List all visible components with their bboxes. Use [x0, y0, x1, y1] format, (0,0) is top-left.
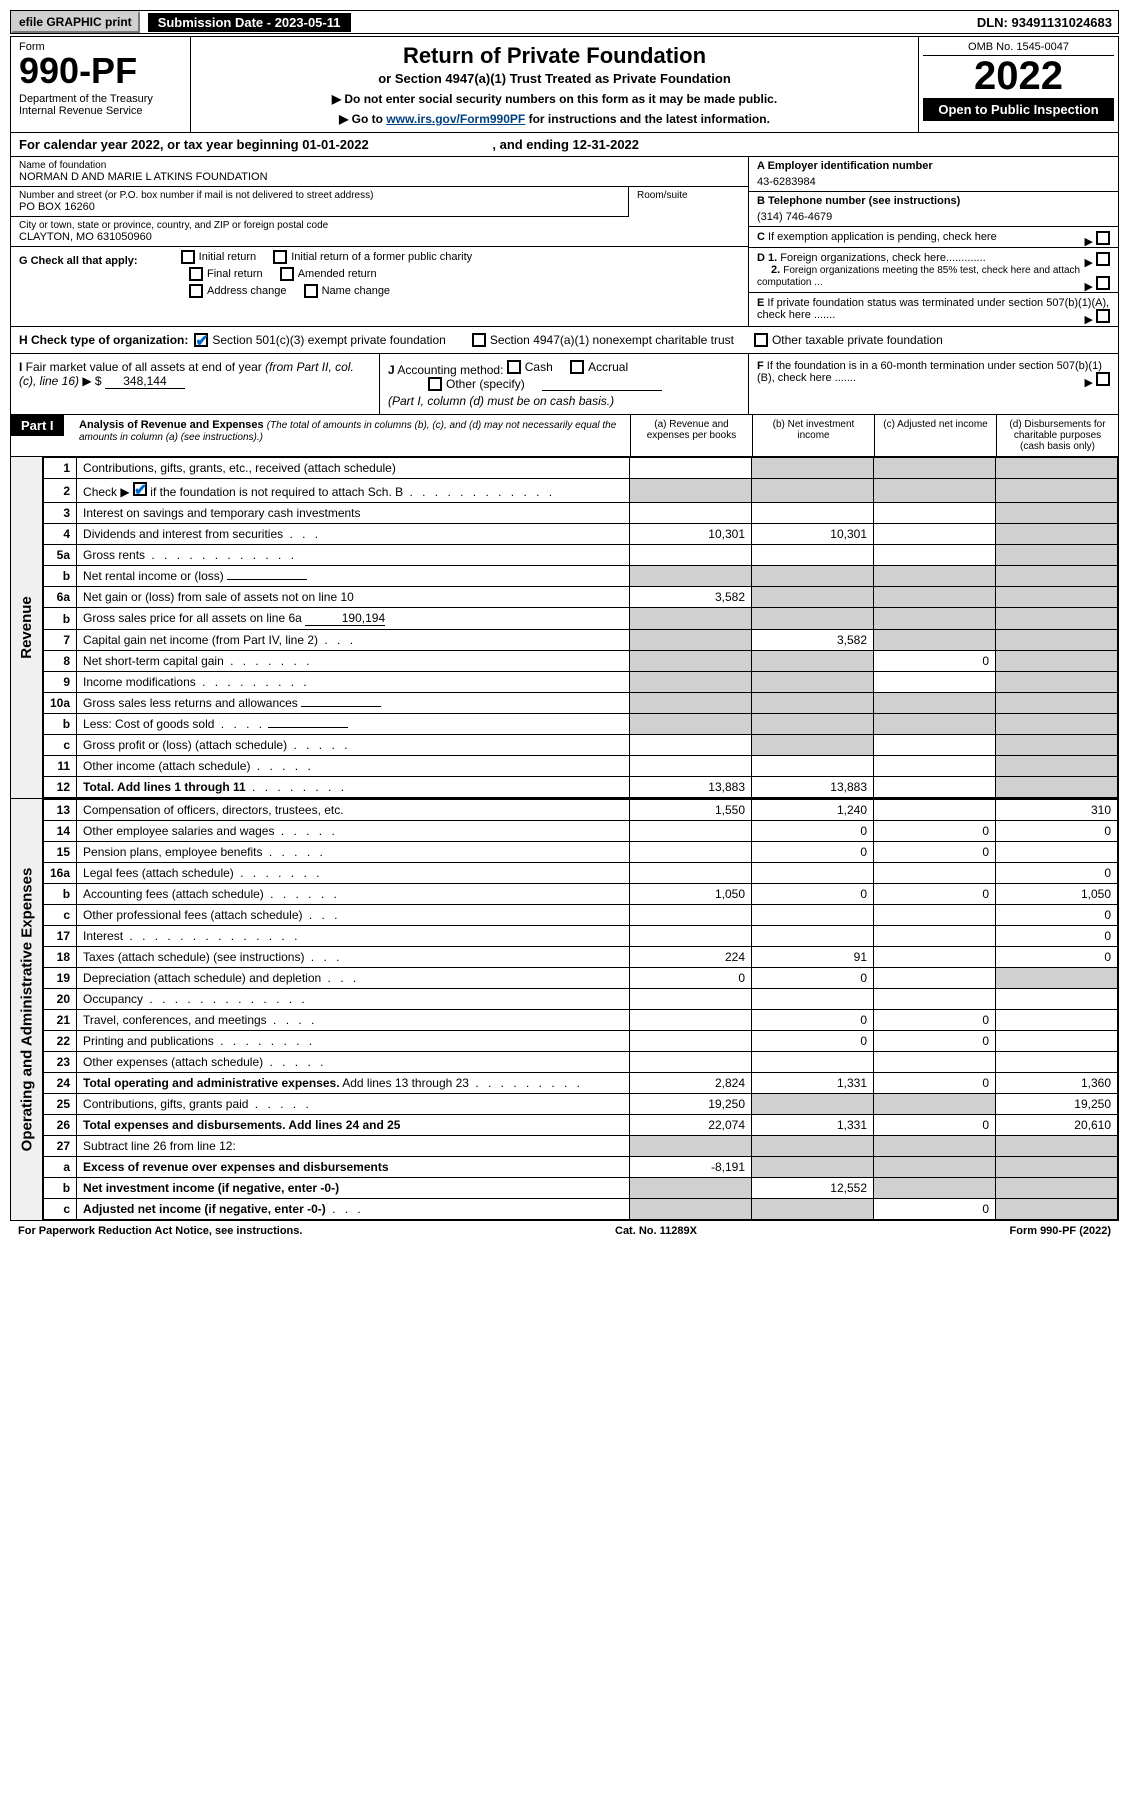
footer-mid: Cat. No. 11289X — [615, 1225, 697, 1237]
footer-right: Form 990-PF (2022) — [1010, 1225, 1112, 1237]
irs-link[interactable]: www.irs.gov/Form990PF — [386, 112, 525, 126]
top-bar: efile GRAPHIC print Submission Date - 20… — [10, 10, 1119, 34]
city: CLAYTON, MO 631050960 — [19, 231, 740, 243]
room-label: Room/suite — [637, 190, 740, 201]
chk-c[interactable] — [1096, 231, 1110, 245]
chk-d1[interactable] — [1096, 252, 1110, 266]
chk-other-taxable[interactable] — [754, 333, 768, 347]
info-grid: Name of foundation NORMAN D AND MARIE L … — [10, 157, 1119, 327]
chk-name-change[interactable] — [304, 284, 318, 298]
chk-4947[interactable] — [472, 333, 486, 347]
efile-button[interactable]: efile GRAPHIC print — [11, 11, 140, 33]
revenue-label: Revenue — [18, 596, 35, 659]
instr-ssn: ▶ Do not enter social security numbers o… — [197, 92, 912, 106]
c-label: If exemption application is pending, che… — [768, 231, 997, 243]
footer-left: For Paperwork Reduction Act Notice, see … — [18, 1225, 302, 1237]
section-h: H Check type of organization: Section 50… — [10, 327, 1119, 354]
name-label: Name of foundation — [19, 160, 740, 171]
chk-d2[interactable] — [1096, 276, 1110, 290]
open-public: Open to Public Inspection — [923, 98, 1114, 121]
chk-other-method[interactable] — [428, 377, 442, 391]
chk-f[interactable] — [1096, 372, 1110, 386]
part1-header: Part I Analysis of Revenue and Expenses … — [10, 415, 1119, 457]
form-header: Form 990-PF Department of the TreasuryIn… — [10, 36, 1119, 133]
col-a-hdr: (a) Revenue and expenses per books — [630, 415, 752, 456]
chk-addr-change[interactable] — [189, 284, 203, 298]
e-label: If private foundation status was termina… — [757, 297, 1109, 321]
j-note: (Part I, column (d) must be on cash basi… — [388, 394, 614, 408]
ein: 43-6283984 — [757, 176, 1110, 188]
chk-e[interactable] — [1096, 309, 1110, 323]
form-title: Return of Private Foundation — [197, 43, 912, 69]
fmv-value: 348,144 — [105, 374, 185, 389]
chk-accrual[interactable] — [570, 360, 584, 374]
revenue-section: Revenue 1Contributions, gifts, grants, e… — [10, 457, 1119, 799]
section-ij: I Fair market value of all assets at end… — [10, 354, 1119, 415]
city-label: City or town, state or province, country… — [19, 220, 740, 231]
expenses-section: Operating and Administrative Expenses 13… — [10, 799, 1119, 1221]
chk-cash[interactable] — [507, 360, 521, 374]
address: PO BOX 16260 — [19, 201, 620, 213]
form-number: 990-PF — [19, 53, 182, 89]
submission-date: Submission Date - 2023-05-11 — [148, 13, 351, 32]
chk-amended[interactable] — [280, 267, 294, 281]
calendar-year: For calendar year 2022, or tax year begi… — [10, 133, 1119, 157]
phone: (314) 746-4679 — [757, 211, 1110, 223]
chk-initial[interactable] — [181, 250, 195, 264]
chk-schb[interactable] — [133, 482, 147, 496]
chk-initial-former[interactable] — [273, 250, 287, 264]
col-b-hdr: (b) Net investment income — [752, 415, 874, 456]
f-label: If the foundation is in a 60-month termi… — [757, 360, 1102, 384]
ein-label: A Employer identification number — [757, 160, 1110, 172]
dept-label: Department of the TreasuryInternal Reven… — [19, 93, 182, 117]
form-subtitle: or Section 4947(a)(1) Trust Treated as P… — [197, 71, 912, 86]
expenses-label: Operating and Administrative Expenses — [18, 868, 35, 1152]
d2-label: Foreign organizations meeting the 85% te… — [757, 265, 1080, 288]
chk-final[interactable] — [189, 267, 203, 281]
foundation-name: NORMAN D AND MARIE L ATKINS FOUNDATION — [19, 171, 740, 183]
col-c-hdr: (c) Adjusted net income — [874, 415, 996, 456]
chk-501c3[interactable] — [194, 333, 208, 347]
dln: DLN: 93491131024683 — [971, 13, 1118, 32]
instr-link: ▶ Go to www.irs.gov/Form990PF for instru… — [197, 112, 912, 126]
col-d-hdr: (d) Disbursements for charitable purpose… — [996, 415, 1118, 456]
addr-label: Number and street (or P.O. box number if… — [19, 190, 620, 201]
d1-label: Foreign organizations, check here.......… — [780, 252, 985, 264]
tax-year: 2022 — [923, 56, 1114, 96]
g-label: G Check all that apply: — [19, 255, 138, 267]
footer: For Paperwork Reduction Act Notice, see … — [10, 1221, 1119, 1241]
phone-label: B Telephone number (see instructions) — [757, 195, 1110, 207]
